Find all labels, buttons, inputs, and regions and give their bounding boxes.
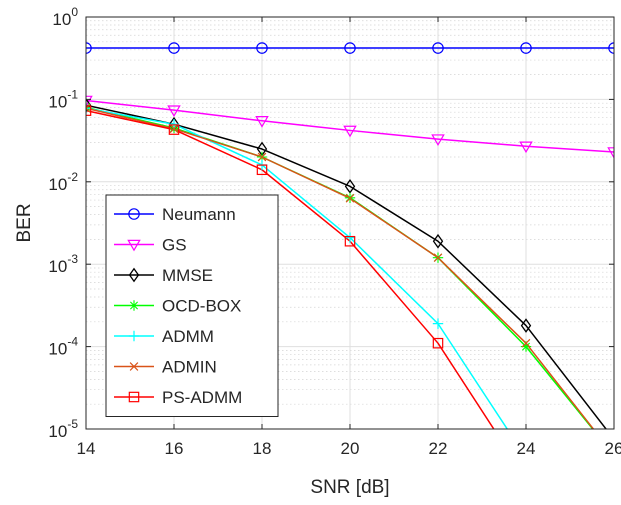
x-tick-label: 14 xyxy=(77,439,96,458)
legend-label-ocd-box: OCD-BOX xyxy=(162,297,241,316)
legend-marker-neumann xyxy=(128,208,140,220)
marker-layer xyxy=(86,42,614,352)
y-axis-label: BER xyxy=(14,203,35,242)
x-tick-label: 18 xyxy=(253,439,272,458)
legend-marker-gs xyxy=(127,239,141,252)
x-axis: 14 16 18 20 22 24 26 xyxy=(77,17,621,458)
data-point-ps-admm xyxy=(344,235,356,247)
legend-label-mmse: MMSE xyxy=(162,266,213,285)
data-point-gs xyxy=(343,125,357,138)
data-point-ocd-box xyxy=(520,341,532,352)
y-tick-label: 10-5 xyxy=(48,417,78,441)
data-point-mmse xyxy=(432,233,444,249)
data-point-neumann xyxy=(168,42,180,54)
data-point-neumann xyxy=(520,42,532,54)
data-point-mmse xyxy=(520,318,532,333)
y-tick-label: 10-4 xyxy=(48,335,78,359)
legend-marker-admin xyxy=(129,362,139,371)
y-tick-label: 10-3 xyxy=(48,252,78,276)
data-point-ps-admm xyxy=(256,164,268,176)
legend-label-ps-admm: PS-ADMM xyxy=(162,388,242,407)
data-point-admm xyxy=(86,103,92,114)
data-point-admin xyxy=(257,152,267,162)
data-point-gs xyxy=(431,134,445,146)
data-point-gs xyxy=(607,147,614,159)
legend-marker-mmse xyxy=(128,267,140,283)
data-point-ps-admm xyxy=(86,105,92,116)
data-point-gs xyxy=(86,95,93,108)
data-point-admin xyxy=(521,338,531,348)
legend: Neumann GS MMSE OCD-BOX ADMM ADMIN PS-ADMM xyxy=(105,194,279,417)
legend-label-neumann: Neumann xyxy=(162,205,236,224)
y-tick-label: 10-2 xyxy=(48,170,78,194)
data-point-ps-admm xyxy=(432,337,444,349)
data-point-admm xyxy=(344,232,356,243)
x-tick-label: 16 xyxy=(165,439,184,458)
series-line-admm xyxy=(86,107,509,429)
series-line-ps-admm xyxy=(86,109,495,429)
data-point-ps-admm xyxy=(168,124,180,135)
legend-marker-admm xyxy=(128,330,140,342)
data-point-admin xyxy=(433,253,443,262)
data-point-admm xyxy=(168,119,180,130)
series-line-gs xyxy=(86,99,614,153)
y-axis: 10-5 10-4 10-3 10-2 10-1 100 xyxy=(48,5,614,441)
data-point-mmse xyxy=(86,97,92,113)
data-point-admin xyxy=(169,124,179,134)
data-point-gs xyxy=(255,116,269,128)
x-tick-label: 22 xyxy=(429,439,448,458)
legend-marker-ps-admm xyxy=(128,391,140,403)
x-tick-label: 26 xyxy=(605,439,621,458)
y-tick-label: 10-1 xyxy=(48,87,78,111)
data-point-neumann xyxy=(432,42,444,54)
y-tick-label: 100 xyxy=(52,5,78,29)
x-axis-label: SNR [dB] xyxy=(310,477,389,498)
data-point-admm xyxy=(432,318,444,329)
legend-label-admm: ADMM xyxy=(162,327,214,346)
legend-label-gs: GS xyxy=(162,236,187,255)
data-point-admin xyxy=(345,194,355,203)
legend-marker-ocd-box xyxy=(128,300,140,311)
data-point-neumann xyxy=(256,42,268,54)
data-point-neumann xyxy=(344,42,356,54)
data-point-gs xyxy=(519,141,533,154)
x-tick-label: 24 xyxy=(517,439,536,458)
legend-label-admin: ADMIN xyxy=(162,358,217,377)
data-point-gs xyxy=(167,105,181,118)
x-tick-label: 20 xyxy=(341,439,360,458)
